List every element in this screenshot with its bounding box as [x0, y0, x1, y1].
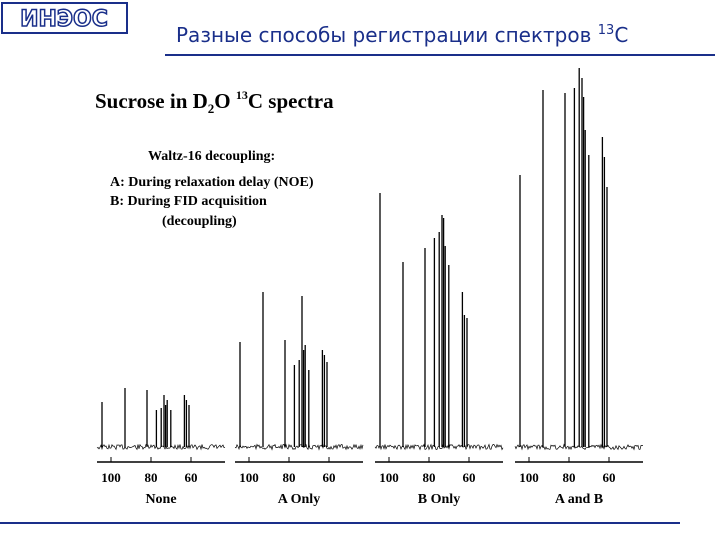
x-tick-label: 60 — [603, 470, 616, 485]
spectrum-name: A and B — [555, 492, 603, 507]
ft-1: 2 — [208, 101, 215, 116]
title-sup: 13 — [598, 23, 615, 38]
spectrum-name: B Only — [418, 492, 460, 507]
legend-0: Waltz-16 decoupling: — [148, 149, 275, 164]
legend-2: B: During FID acquisition — [110, 194, 267, 209]
title-text: Разные способы регистрации спектров — [176, 23, 598, 47]
x-tick-label: 100 — [239, 470, 259, 485]
title-tail: C — [614, 23, 628, 47]
x-tick-label: 100 — [519, 470, 539, 485]
legend-1: A: During relaxation delay (NOE) — [110, 175, 314, 190]
logo: ИНЭОС — [20, 7, 108, 32]
ft-2: O — [214, 89, 236, 113]
spectrum-name: None — [145, 492, 176, 507]
x-tick-label: 80 — [423, 470, 436, 485]
logo-box — [1, 2, 128, 34]
ft-0: Sucrose in D — [95, 89, 208, 113]
slide-title: Разные способы регистрации спектров 13C — [176, 23, 628, 47]
x-tick-label: 80 — [283, 470, 296, 485]
ft-3: 13 — [236, 88, 248, 102]
x-tick-label: 100 — [379, 470, 399, 485]
ft-4: C spectra — [248, 89, 334, 113]
x-tick-label: 80 — [563, 470, 576, 485]
spectrum-name: A Only — [278, 492, 320, 507]
x-tick-label: 60 — [185, 470, 198, 485]
x-tick-label: 60 — [463, 470, 476, 485]
x-tick-label: 60 — [323, 470, 336, 485]
legend-3: (decoupling) — [162, 214, 237, 229]
x-tick-label: 80 — [145, 470, 158, 485]
x-tick-label: 100 — [101, 470, 121, 485]
figure-title: Sucrose in D2O 13C spectra — [95, 88, 334, 116]
